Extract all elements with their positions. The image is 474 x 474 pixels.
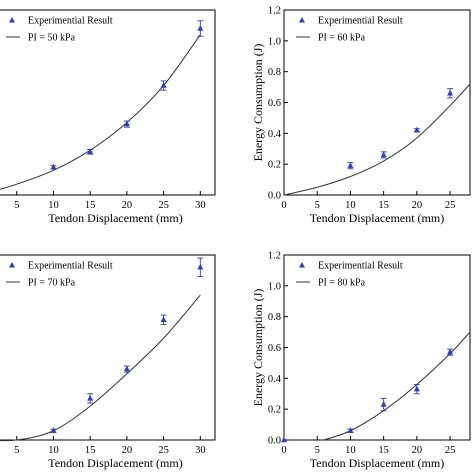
y-axis-label: Energy Consumption (J) xyxy=(251,289,265,407)
chart-panel-3: 5 10 15 20 25 30 Tendon Displacement (mm) Exper… xyxy=(0,254,216,470)
x-axis-label: Tendon Displacement (mm) xyxy=(48,211,182,225)
chart-panel-2: 0 5 10 15 20 25 0.0 0.2 0.4 0.6 0.8 1.0 1.2 Tendon Di… xyxy=(251,6,471,225)
y-tick-label: 0.0 xyxy=(268,436,281,447)
x-tick-label: 10 xyxy=(345,445,356,456)
fit-curve xyxy=(323,331,471,441)
y-axis-label: Energy Consumption (J) xyxy=(251,44,265,162)
y-tick-label: 0.6 xyxy=(268,98,281,109)
plot-frame xyxy=(283,9,471,196)
legend-label-marker: Experimential Result xyxy=(28,261,113,272)
y-tick-label: 1.0 xyxy=(268,36,281,47)
data-point xyxy=(160,316,167,322)
data-point xyxy=(413,385,420,392)
x-axis-label: Tendon Displacement (mm) xyxy=(310,211,444,225)
data-point xyxy=(50,427,57,433)
data-point xyxy=(123,120,130,127)
x-axis-label: Tendon Displacement (mm) xyxy=(48,456,182,470)
data-point xyxy=(380,401,387,407)
y-tick-label: 0.6 xyxy=(268,343,281,354)
plot-frame xyxy=(0,254,216,441)
x-tick-label: 25 xyxy=(158,445,169,456)
legend-label-marker: Experimential Result xyxy=(28,16,113,27)
plot-frame xyxy=(0,9,216,196)
y-tick-label: 0.8 xyxy=(268,312,281,323)
data-point xyxy=(160,82,167,88)
y-tick-label: 0.8 xyxy=(268,67,281,78)
x-tick-label: 30 xyxy=(195,200,206,211)
data-point xyxy=(197,25,204,31)
legend-label-line: PI = 70 kPa xyxy=(28,278,76,289)
y-tick-label: 0.0 xyxy=(268,191,281,202)
data-point xyxy=(87,394,94,401)
x-tick-label: 0 xyxy=(281,200,286,211)
y-tick-label: 0.2 xyxy=(268,405,281,416)
x-tick-label: 20 xyxy=(412,200,423,211)
data-point xyxy=(123,365,130,372)
fit-curve xyxy=(283,83,471,196)
y-tick-label: 0.2 xyxy=(268,160,281,171)
x-tick-label: 10 xyxy=(345,200,356,211)
x-tick-label: 25 xyxy=(445,445,456,456)
chart-panel-4: 0 5 10 15 20 25 0.0 0.2 0.4 0.6 0.8 1.0 1.2 Tendon Di… xyxy=(251,251,471,470)
legend-label-line: PI = 60 kPa xyxy=(318,33,366,44)
x-tick-label: 0 xyxy=(281,445,286,456)
legend-marker xyxy=(299,262,305,268)
x-tick-label: 25 xyxy=(158,200,169,211)
chart-panel-1: 5 10 15 20 25 30 Tendon Displacement (mm) Exper… xyxy=(0,9,216,225)
x-axis-label: Tendon Displacement (mm) xyxy=(310,456,444,470)
data-point xyxy=(347,162,354,168)
x-tick-label: 20 xyxy=(412,445,423,456)
x-tick-label: 15 xyxy=(85,445,96,456)
x-tick-label: 5 xyxy=(315,445,320,456)
data-point xyxy=(347,427,354,433)
x-tick-label: 5 xyxy=(315,200,320,211)
y-tick-label: 0.4 xyxy=(268,129,282,140)
legend-marker xyxy=(9,262,15,268)
x-tick-label: 15 xyxy=(378,200,389,211)
data-point xyxy=(380,151,387,158)
x-tick-label: 10 xyxy=(48,200,59,211)
y-tick-label: 1.0 xyxy=(268,281,281,292)
legend-label-marker: Experimential Result xyxy=(318,16,403,27)
data-point xyxy=(447,348,454,355)
x-tick-label: 30 xyxy=(195,445,206,456)
x-tick-label: 20 xyxy=(122,445,133,456)
x-tick-label: 15 xyxy=(378,445,389,456)
plot-frame xyxy=(283,254,471,441)
legend-label-line: PI = 80 kPa xyxy=(318,278,366,289)
x-tick-label: 5 xyxy=(14,445,19,456)
legend-marker xyxy=(9,17,15,23)
legend-label-marker: Experimential Result xyxy=(318,261,403,272)
y-tick-label: 1.2 xyxy=(268,251,281,262)
data-point xyxy=(50,163,57,170)
x-tick-label: 5 xyxy=(14,200,19,211)
data-point xyxy=(87,148,94,155)
y-tick-label: 0.4 xyxy=(268,374,282,385)
fit-curve xyxy=(0,34,201,190)
legend-marker xyxy=(299,17,305,23)
data-point xyxy=(197,263,204,270)
data-point xyxy=(281,436,287,443)
data-point xyxy=(447,89,454,96)
x-tick-label: 15 xyxy=(85,200,96,211)
x-tick-label: 25 xyxy=(445,200,456,211)
data-point xyxy=(413,126,420,133)
legend-label-line: PI = 50 kPa xyxy=(28,33,76,44)
fit-curve xyxy=(0,294,201,442)
x-tick-label: 20 xyxy=(122,200,133,211)
y-tick-label: 1.2 xyxy=(268,6,281,17)
x-tick-label: 10 xyxy=(48,445,59,456)
